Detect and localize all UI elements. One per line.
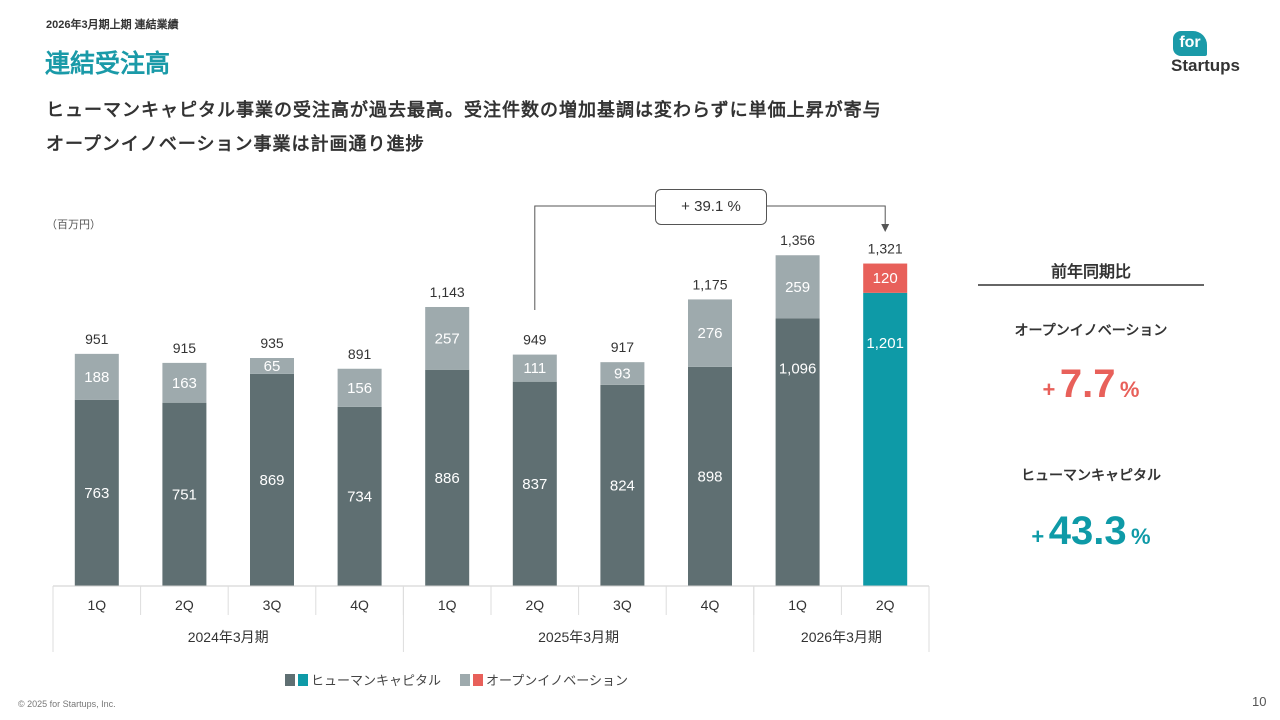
- bar-label-oi: 65: [264, 358, 281, 375]
- bar-total-label: 935: [260, 335, 284, 351]
- bar-label-oi: 257: [435, 330, 460, 347]
- bar-label-hc: 837: [522, 476, 547, 493]
- key-message-1: ヒューマンキャピタル事業の受注高が過去最高。受注件数の増加基調は変わらずに単価上…: [46, 100, 882, 120]
- category-tick-label: 2Q: [175, 597, 194, 613]
- bar-label-hc: 1,201: [866, 335, 904, 352]
- bar-hc: [688, 366, 732, 586]
- bar-hc: [600, 384, 645, 586]
- category-tick-label: 2Q: [876, 597, 895, 613]
- legend-oi: オープンイノベーション: [486, 673, 628, 688]
- yoy-divider: [978, 284, 1204, 286]
- bar-total-label: 1,321: [868, 241, 903, 257]
- chart-legend: ヒューマンキャピタル オープンイノベーション: [285, 670, 628, 689]
- bar-total-label: 891: [348, 346, 372, 362]
- bar-total-label: 1,143: [430, 284, 465, 300]
- bar-label-hc: 1,096: [779, 360, 817, 377]
- bar-total-label: 1,356: [780, 232, 815, 248]
- yoy-title: 前年同期比: [1050, 264, 1131, 281]
- bar-label-oi: 276: [697, 325, 722, 342]
- bar-total-label: 951: [85, 331, 109, 347]
- yoy-hc-label: ヒューマンキャピタル: [1021, 467, 1161, 483]
- oi-number: 7.7: [1059, 362, 1116, 406]
- growth-annotation: + 39.1 %: [655, 189, 767, 225]
- bar-oi: [688, 299, 732, 367]
- bar-total-label: 1,175: [692, 276, 727, 292]
- bar-label-hc: 869: [259, 472, 284, 489]
- legend-hc: ヒューマンキャピタル: [311, 673, 442, 688]
- bar-total-label: 915: [173, 340, 197, 356]
- bar-label-hc: 751: [172, 486, 197, 503]
- period-label: 2025年3月期: [538, 629, 619, 645]
- bar-hc: [512, 381, 557, 586]
- bar-oi: [775, 255, 820, 319]
- bar-label-oi: 111: [523, 360, 546, 377]
- bar-oi: [600, 362, 645, 385]
- category-tick-label: 1Q: [788, 597, 807, 613]
- annotation-bracket-right: [767, 205, 886, 226]
- unit-label: （百万円）: [46, 219, 101, 231]
- legend-swatch-oi: [460, 673, 471, 686]
- bar-label-oi: 259: [785, 279, 810, 296]
- legend-swatch-hc-highlight: [298, 673, 308, 686]
- bar-hc: [337, 406, 382, 586]
- bar-oi: [250, 358, 294, 374]
- bar-hc: [863, 292, 908, 586]
- bar-oi: [512, 354, 557, 382]
- bar-hc: [162, 402, 207, 586]
- bar-hc: [250, 373, 294, 586]
- bar-label-oi: 93: [614, 366, 631, 383]
- category-tick-label: 3Q: [613, 597, 632, 613]
- bar-label-hc: 898: [697, 468, 722, 485]
- bar-total-label: 917: [611, 339, 635, 355]
- category-tick-label: 4Q: [350, 597, 369, 613]
- bar-hc: [74, 399, 119, 586]
- annotation-bracket-left: [534, 205, 655, 310]
- category-tick-label: 2Q: [525, 597, 544, 613]
- yoy-hc-value: + 43.3 %: [978, 509, 1204, 554]
- oi-sign: +: [1042, 377, 1056, 402]
- bar-oi: [863, 263, 908, 293]
- yoy-oi-value: + 7.7 %: [978, 362, 1204, 407]
- bar-oi: [337, 368, 382, 407]
- company-logo: for Startups: [1171, 31, 1251, 81]
- bar-oi: [74, 353, 119, 400]
- bar-hc: [775, 318, 820, 586]
- bar-label-oi: 163: [172, 375, 197, 392]
- page-number: 10: [1252, 694, 1267, 709]
- hc-sign: +: [1031, 524, 1045, 549]
- bar-label-hc: 763: [84, 485, 109, 502]
- hc-unit: %: [1131, 524, 1151, 549]
- legend-swatch-oi-highlight: [473, 673, 484, 686]
- category-tick-label: 3Q: [263, 597, 282, 613]
- hc-number: 43.3: [1048, 509, 1127, 553]
- key-message-2: オープンイノベーション事業は計画通り進捗: [46, 134, 425, 154]
- arrow-down-icon: [881, 224, 890, 232]
- bar-label-hc: 824: [610, 477, 635, 494]
- period-label: 2026年3月期: [801, 629, 882, 645]
- page-title: 連結受注高: [45, 50, 171, 78]
- category-tick-label: 1Q: [438, 597, 457, 613]
- bar-oi: [162, 362, 207, 403]
- bar-total-label: 949: [523, 332, 547, 348]
- category-tick-label: 1Q: [87, 597, 106, 613]
- copyright: © 2025 for Startups, Inc.: [18, 699, 116, 709]
- bar-label-oi: 156: [347, 380, 372, 397]
- bar-oi: [425, 306, 470, 370]
- bar-label-oi: 120: [873, 270, 898, 287]
- category-tick-label: 4Q: [701, 597, 720, 613]
- section-subtitle: 2026年3月期上期 連結業績: [46, 19, 179, 31]
- yoy-oi-label: オープンイノベーション: [1014, 322, 1168, 338]
- bar-label-oi: 188: [84, 369, 109, 386]
- legend-swatch-hc: [285, 673, 295, 686]
- oi-unit: %: [1119, 377, 1140, 402]
- bar-label-hc: 886: [435, 470, 460, 487]
- bar-hc: [425, 369, 470, 586]
- period-label: 2024年3月期: [188, 629, 269, 645]
- bar-label-hc: 734: [347, 488, 372, 505]
